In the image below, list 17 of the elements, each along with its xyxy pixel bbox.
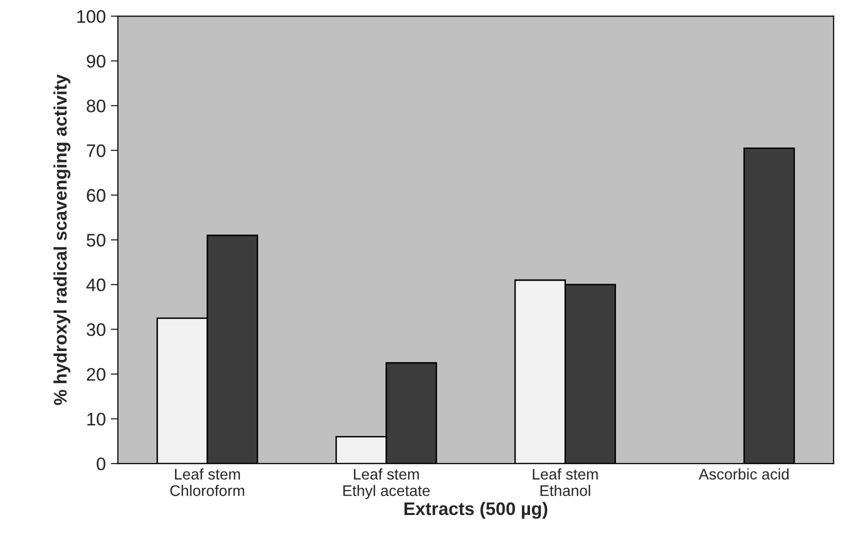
y-tick-label: 70 <box>86 144 106 158</box>
x-tick-label: Leaf stem Chloroform <box>170 468 244 496</box>
y-tick-label: 20 <box>86 368 106 381</box>
y-tick-label: 90 <box>86 54 106 68</box>
x-tick-label: Ascorbic acid <box>698 468 789 480</box>
y-axis-title: % hydroxyl radical scavenging activity <box>53 74 70 405</box>
y-tick-label: 50 <box>86 234 106 247</box>
y-tick-label: 100 <box>77 10 106 23</box>
x-tick-label: Leaf stem Ethanol <box>532 468 598 496</box>
x-tick-label: Leaf stem Ethyl acetate <box>343 468 430 500</box>
y-tick-label: 60 <box>86 189 106 202</box>
y-tick-label: 30 <box>86 323 106 336</box>
y-tick-label: 0 <box>96 457 106 470</box>
x-axis-title: Extracts (500 µg) <box>404 502 548 519</box>
y-tick-label: 40 <box>86 278 106 292</box>
y-tick-label: 10 <box>87 412 106 426</box>
y-tick-label: 80 <box>86 100 106 112</box>
